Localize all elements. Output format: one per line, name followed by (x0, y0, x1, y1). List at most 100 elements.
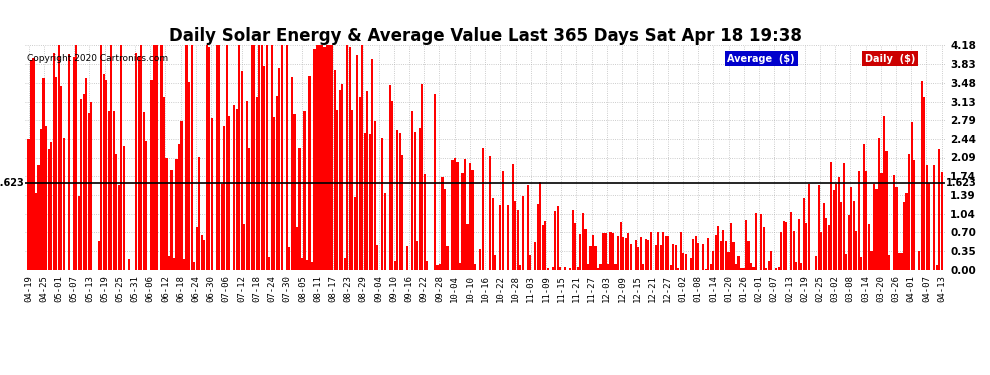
Bar (572, 210, 574, 270)
Bar (150, 80, 152, 270)
Bar (540, 182, 542, 270)
Bar (82, 94, 85, 270)
Bar (281, 45, 283, 270)
Bar (584, 229, 586, 270)
Title: Daily Solar Energy & Average Value Last 365 Days Sat Apr 18 19:38: Daily Solar Energy & Average Value Last … (168, 27, 802, 45)
Bar (574, 223, 576, 270)
Bar (198, 157, 200, 270)
Bar (211, 118, 213, 270)
Bar (358, 97, 360, 270)
Bar (221, 184, 223, 270)
Bar (454, 158, 456, 270)
Bar (657, 232, 659, 270)
Bar (695, 236, 697, 270)
Bar (697, 243, 699, 270)
Bar (244, 224, 246, 270)
Bar (805, 223, 807, 270)
Bar (594, 246, 597, 270)
Bar (527, 185, 529, 270)
Bar (80, 99, 82, 270)
Bar (353, 197, 355, 270)
Bar (399, 133, 401, 270)
Bar (612, 233, 614, 270)
Bar (494, 255, 496, 270)
Bar (622, 237, 624, 270)
Bar (875, 189, 877, 270)
Bar (253, 45, 255, 270)
Bar (406, 246, 409, 270)
Bar (351, 110, 353, 270)
Bar (268, 257, 270, 270)
Bar (67, 54, 69, 270)
Bar (640, 237, 642, 270)
Bar (690, 258, 692, 270)
Bar (28, 139, 30, 270)
Bar (564, 267, 566, 270)
Bar (469, 164, 471, 270)
Bar (926, 165, 928, 270)
Bar (152, 45, 155, 270)
Bar (649, 232, 651, 270)
Bar (542, 225, 544, 270)
Bar (940, 172, 942, 270)
Bar (535, 243, 537, 270)
Bar (57, 45, 59, 270)
Bar (742, 268, 744, 270)
Bar (682, 253, 684, 270)
Bar (823, 203, 825, 270)
Bar (615, 264, 617, 270)
Bar (301, 258, 303, 270)
Bar (260, 45, 263, 270)
Bar (206, 45, 208, 270)
Bar (389, 85, 391, 270)
Bar (492, 198, 494, 270)
Bar (276, 96, 278, 270)
Bar (188, 82, 190, 270)
Bar (728, 252, 730, 270)
Bar (705, 269, 707, 270)
Bar (921, 81, 923, 270)
Bar (190, 45, 193, 270)
Bar (685, 254, 687, 270)
Bar (715, 235, 717, 270)
Bar (143, 111, 145, 270)
Text: 1.623: 1.623 (0, 178, 25, 188)
Bar (635, 240, 637, 270)
Bar (677, 268, 679, 270)
Bar (319, 45, 321, 270)
Bar (218, 45, 220, 270)
Bar (110, 45, 113, 270)
Bar (456, 162, 458, 270)
Bar (713, 251, 715, 270)
Bar (767, 261, 769, 270)
Bar (836, 184, 838, 270)
Bar (718, 226, 720, 270)
Bar (828, 225, 830, 270)
Bar (278, 68, 280, 270)
Bar (602, 233, 604, 270)
Text: 1.623: 1.623 (945, 178, 976, 188)
Bar (760, 214, 762, 270)
Bar (903, 202, 905, 270)
Bar (747, 241, 749, 270)
Bar (880, 172, 882, 270)
Bar (120, 45, 123, 270)
Bar (178, 144, 180, 270)
Bar (298, 148, 301, 270)
Bar (667, 237, 669, 270)
Bar (50, 142, 52, 270)
Bar (770, 251, 772, 270)
Bar (35, 193, 37, 270)
Bar (607, 264, 609, 270)
Bar (255, 97, 257, 270)
Bar (720, 241, 722, 270)
Bar (765, 268, 767, 270)
Bar (461, 173, 463, 270)
Bar (841, 202, 842, 270)
Bar (286, 45, 288, 270)
Bar (258, 45, 260, 270)
Bar (838, 177, 840, 270)
Bar (537, 204, 539, 270)
Bar (60, 86, 62, 270)
Bar (826, 218, 828, 270)
